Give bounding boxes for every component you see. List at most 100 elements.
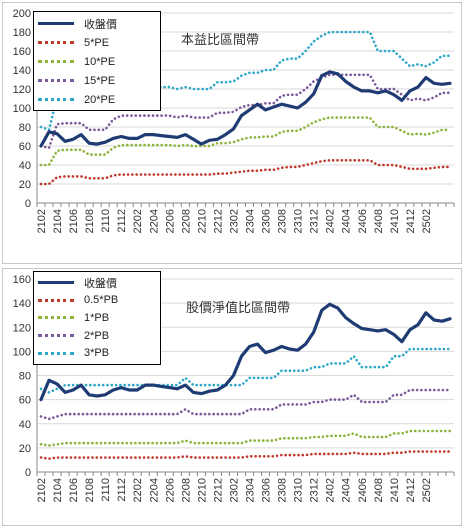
x-tick-label: 2502 bbox=[421, 209, 433, 233]
x-tick-label: 2106 bbox=[68, 209, 80, 233]
x-tick-label: 2406 bbox=[357, 478, 369, 502]
x-tick-label: 2104 bbox=[52, 478, 64, 502]
x-tick-label: 2102 bbox=[36, 478, 48, 502]
x-tick-label: 2210 bbox=[196, 478, 208, 502]
legend-item: 15*PE bbox=[38, 71, 156, 90]
x-tick-label: 2204 bbox=[148, 478, 160, 502]
legend-item: 3*PB bbox=[38, 344, 156, 362]
y-tick-label: 100 bbox=[13, 346, 31, 358]
y-tick-label: 160 bbox=[13, 46, 31, 58]
x-tick-label: 2106 bbox=[68, 478, 80, 502]
x-tick-label: 2408 bbox=[373, 209, 385, 233]
legend-label: 1*PB bbox=[84, 311, 110, 324]
legend-swatch bbox=[38, 298, 74, 302]
series-line bbox=[39, 302, 452, 402]
y-tick-label: 20 bbox=[19, 179, 31, 191]
series-line bbox=[39, 70, 452, 148]
x-tick-label: 2204 bbox=[148, 209, 160, 233]
x-tick-label: 2108 bbox=[84, 478, 96, 502]
x-tick-label: 2104 bbox=[52, 209, 64, 233]
legend-label: 15*PE bbox=[84, 74, 116, 87]
legend-swatch bbox=[38, 351, 74, 355]
x-tick-label: 2312 bbox=[309, 478, 321, 502]
x-tick-label: 2406 bbox=[357, 209, 369, 233]
x-tick-label: 2412 bbox=[405, 478, 417, 502]
y-tick-label: 60 bbox=[19, 395, 31, 407]
legend: 收盤價 5*PE 10*PE 15*PE 20*PE bbox=[33, 11, 161, 111]
x-tick-label: 2112 bbox=[116, 478, 128, 502]
y-tick-label: 60 bbox=[19, 141, 31, 153]
x-tick-label: 2404 bbox=[341, 209, 353, 233]
legend-label: 0.5*PB bbox=[84, 294, 119, 307]
legend-item: 20*PE bbox=[38, 90, 156, 109]
x-tick-label: 2402 bbox=[325, 478, 337, 502]
x-tick-label: 2208 bbox=[180, 478, 192, 502]
x-tick-label: 2310 bbox=[293, 209, 305, 233]
x-tick-label: 2212 bbox=[212, 478, 224, 502]
legend-item: 2*PB bbox=[38, 327, 156, 345]
chart-title: 股價淨值比區間帶 bbox=[186, 301, 291, 316]
legend-item: 0.5*PB bbox=[38, 292, 156, 310]
y-tick-label: 40 bbox=[19, 160, 31, 172]
y-tick-label: 0 bbox=[25, 467, 31, 479]
y-tick-label: 200 bbox=[13, 8, 31, 20]
legend-item: 1*PB bbox=[38, 309, 156, 327]
y-tick-label: 20 bbox=[19, 443, 31, 455]
legend-label: 3*PB bbox=[84, 347, 110, 360]
x-tick-label: 2306 bbox=[261, 478, 273, 502]
x-tick-label: 2206 bbox=[164, 209, 176, 233]
x-tick-label: 2202 bbox=[132, 478, 144, 502]
y-tick-label: 100 bbox=[13, 103, 31, 115]
legend-swatch bbox=[38, 281, 74, 285]
legend-swatch bbox=[38, 60, 74, 63]
y-tick-label: 40 bbox=[19, 419, 31, 431]
legend-item: 收盤價 bbox=[38, 14, 156, 33]
y-tick-label: 80 bbox=[19, 371, 31, 383]
x-tick-label: 2312 bbox=[309, 209, 321, 233]
legend-swatch bbox=[38, 334, 74, 338]
x-tick-label: 2212 bbox=[212, 209, 224, 233]
y-tick-label: 120 bbox=[13, 322, 31, 334]
legend-label: 收盤價 bbox=[84, 277, 117, 290]
x-tick-label: 2410 bbox=[389, 209, 401, 233]
x-tick-label: 2404 bbox=[341, 478, 353, 502]
legend-item: 10*PE bbox=[38, 52, 156, 71]
series-line bbox=[39, 347, 452, 394]
x-tick-label: 2410 bbox=[389, 478, 401, 502]
x-tick-label: 2402 bbox=[325, 209, 337, 233]
y-tick-label: 80 bbox=[19, 122, 31, 134]
x-tick-label: 2304 bbox=[245, 209, 257, 233]
x-tick-label: 2310 bbox=[293, 478, 305, 502]
legend-swatch bbox=[38, 22, 74, 25]
y-tick-label: 140 bbox=[13, 298, 31, 310]
legend: 收盤價 0.5*PB 1*PB 2*PB 3*PB bbox=[33, 271, 161, 365]
y-tick-label: 120 bbox=[13, 84, 31, 96]
legend-swatch bbox=[38, 98, 74, 101]
series-line bbox=[39, 429, 452, 447]
y-tick-label: 0 bbox=[25, 198, 31, 210]
series-line bbox=[39, 73, 452, 150]
series-line bbox=[39, 388, 452, 421]
x-tick-label: 2306 bbox=[261, 209, 273, 233]
series-line bbox=[39, 116, 452, 167]
legend-swatch bbox=[38, 79, 74, 82]
legend-label: 10*PE bbox=[84, 55, 116, 68]
legend-label: 20*PE bbox=[84, 93, 116, 106]
x-tick-label: 2102 bbox=[36, 209, 48, 233]
x-tick-label: 2308 bbox=[277, 209, 289, 233]
legend-item: 5*PE bbox=[38, 33, 156, 52]
x-tick-label: 2502 bbox=[421, 478, 433, 502]
x-tick-label: 2206 bbox=[164, 478, 176, 502]
series-line bbox=[39, 450, 452, 460]
x-tick-label: 2110 bbox=[100, 478, 112, 502]
x-tick-label: 2308 bbox=[277, 478, 289, 502]
legend-label: 5*PE bbox=[84, 36, 110, 49]
pb-band-chart: 0 20 40 60 80 100 120 140 160 2102 2104 2106 2108 211… bbox=[13, 274, 455, 502]
legend-item: 收盤價 bbox=[38, 274, 156, 292]
chart-title: 本益比區間帶 bbox=[181, 33, 260, 48]
x-tick-label: 2110 bbox=[100, 209, 112, 233]
x-tick-label: 2304 bbox=[245, 478, 257, 502]
legend-swatch bbox=[38, 41, 74, 44]
x-tick-label: 2302 bbox=[228, 209, 240, 233]
x-tick-label: 2112 bbox=[116, 209, 128, 233]
